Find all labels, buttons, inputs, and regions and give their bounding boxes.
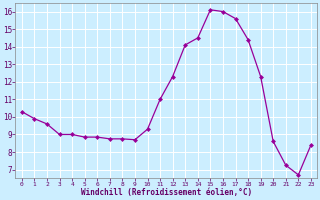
X-axis label: Windchill (Refroidissement éolien,°C): Windchill (Refroidissement éolien,°C) [81, 188, 252, 197]
